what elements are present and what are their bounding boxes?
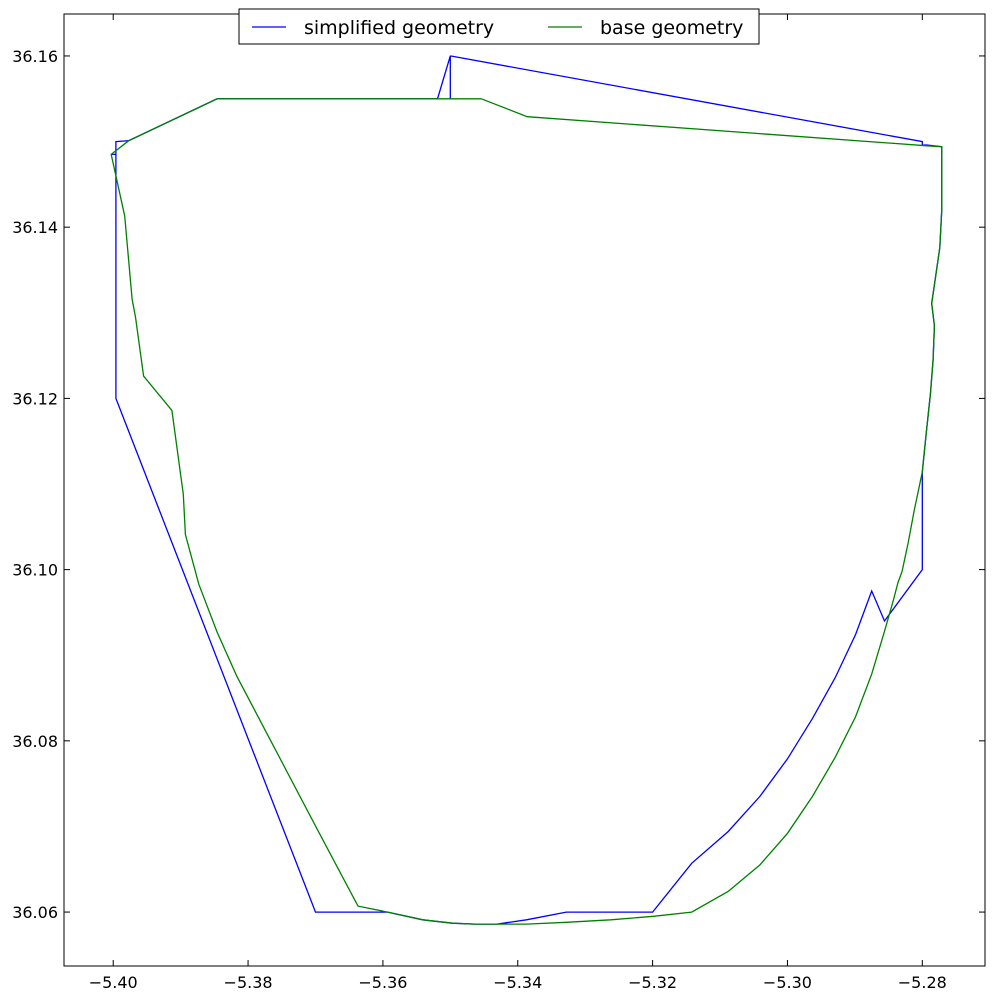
x-tick-label: −5.30 [763, 973, 812, 992]
tick-layer: −5.40 −5.38 −5.36 −5.34 −5.32 −5.30 −5.28 36.06… [12, 14, 985, 992]
x-tick-label: −5.38 [224, 973, 273, 992]
x-tick-label: −5.28 [898, 973, 947, 992]
legend: simplified geometry base geometry [238, 8, 760, 45]
x-tick-label: −5.36 [358, 973, 407, 992]
y-tick-label: 36.10 [12, 561, 58, 580]
y-tick-label: 36.16 [12, 47, 58, 66]
y-tick-label: 36.06 [12, 903, 58, 922]
x-tick-label: −5.34 [493, 973, 542, 992]
legend-box [238, 8, 760, 45]
legend-label: base geometry [600, 17, 743, 39]
y-tick-label: 36.14 [12, 218, 58, 237]
y-tick-label: 36.12 [12, 389, 58, 408]
legend-label: simplified geometry [304, 17, 494, 39]
y-tick-label: 36.08 [12, 732, 58, 751]
x-tick-label: −5.40 [89, 973, 138, 992]
series-layer [110, 55, 943, 925]
series-line-base-geometry [110, 98, 943, 925]
x-tick-label: −5.32 [628, 973, 677, 992]
